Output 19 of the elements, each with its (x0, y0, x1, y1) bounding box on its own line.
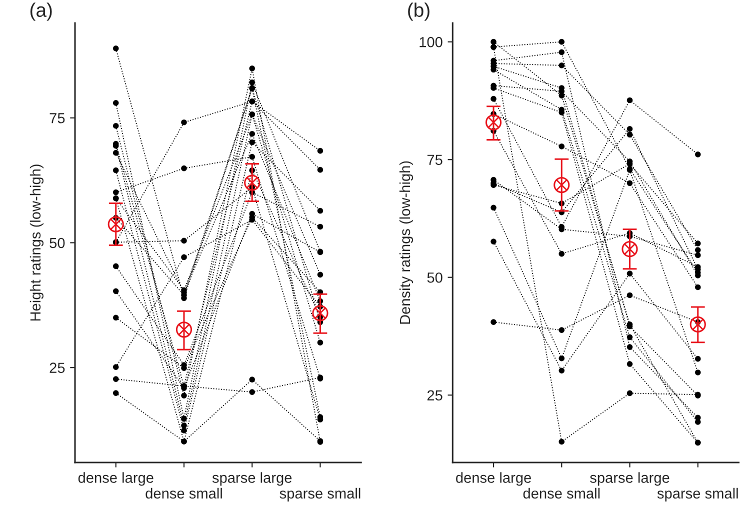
x-tick-label: dense small (523, 488, 600, 499)
chart-title: (b) (408, 2, 430, 21)
y-axis-title: Height ratings (low-high) (30, 164, 44, 321)
x-tick-label: sparse small (657, 488, 738, 502)
y-tick-label: 75 (427, 154, 442, 166)
x-tick-label: sparse large (590, 472, 670, 486)
y-tick-label: 50 (427, 272, 442, 283)
y-tick-label: 50 (50, 238, 65, 248)
y-tick-label: 25 (50, 362, 65, 373)
y-axis-title: Density ratings (low-high) (399, 161, 414, 324)
chart-title: (a) (30, 2, 52, 21)
x-tick-label: sparse large (212, 472, 292, 486)
y-tick-label: 100 (420, 36, 442, 48)
y-tick-label: 25 (427, 390, 442, 401)
x-tick-label: dense small (146, 488, 222, 499)
y-tick-label: 75 (50, 113, 65, 124)
x-tick-label: dense large (456, 472, 531, 486)
x-tick-label: sparse small (280, 488, 360, 502)
x-tick-label: dense large (78, 472, 154, 486)
